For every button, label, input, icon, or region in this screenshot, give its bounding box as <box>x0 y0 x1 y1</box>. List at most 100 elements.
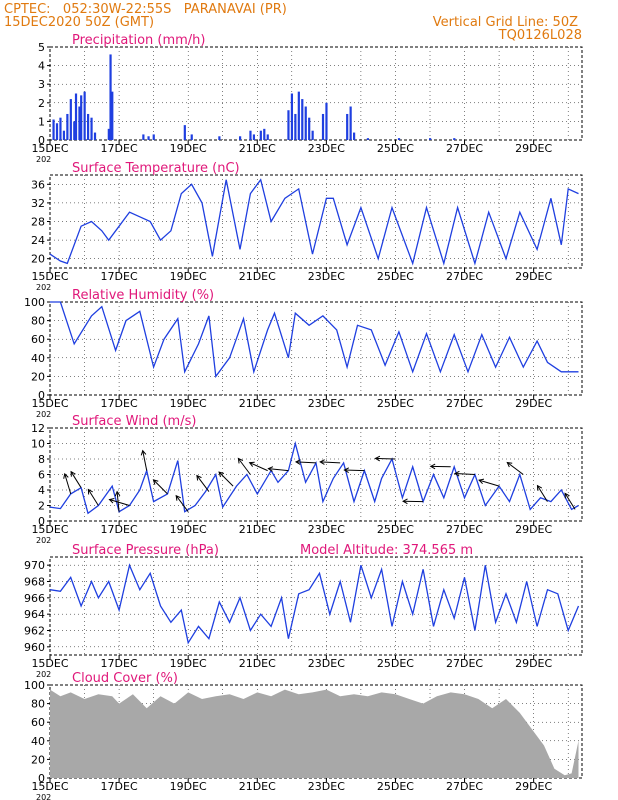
plot-frame <box>49 174 583 269</box>
x-tick-label: 23DEC <box>308 657 345 670</box>
wind-vector-head <box>63 472 69 479</box>
wind-vector-head <box>506 461 513 468</box>
wind-vector-head <box>248 461 255 467</box>
wind-vector-head <box>218 471 225 478</box>
y-tick-label: 962 <box>24 625 45 638</box>
x-tick-label: 23DEC <box>308 142 345 155</box>
x-tick-label: 21DEC <box>239 270 276 283</box>
y-tick-label: 12 <box>31 422 45 435</box>
precip-bar <box>87 113 90 140</box>
precip-bar <box>308 117 311 140</box>
y-tick-label: 3 <box>38 78 45 91</box>
precip-bar <box>311 130 314 140</box>
x-tick-label: 19DEC <box>170 657 207 670</box>
rh-line <box>50 301 579 379</box>
y-tick-label: 20 <box>31 370 45 383</box>
x-tick-label: 15DEC <box>31 780 68 793</box>
wind-vector-head <box>196 474 202 481</box>
wind-vector <box>564 493 576 510</box>
model-altitude: Model Altitude: 374.565 m <box>300 543 473 558</box>
station-title: CPTEC: 052:30W-22:55S PARANAVAI (PR) <box>4 2 287 17</box>
wind-vector-head <box>237 457 244 464</box>
precip-bar <box>69 99 72 140</box>
precip-bar <box>74 93 78 140</box>
y-tick-label: 5 <box>38 41 45 54</box>
wind-vector <box>344 469 365 472</box>
plot-frame <box>49 427 583 522</box>
y-tick-label: 60 <box>31 333 45 346</box>
plot-frame <box>49 556 583 656</box>
precip-bar <box>62 130 66 140</box>
y-tick-label: 80 <box>31 698 45 711</box>
y-tick-label: 100 <box>24 679 45 692</box>
precip-bar <box>294 113 297 140</box>
x-tick-label: 27DEC <box>446 523 483 536</box>
precip-bar <box>111 91 114 140</box>
x-tick-label: 29DEC <box>515 523 552 536</box>
precip-bar <box>66 113 69 140</box>
x-tick-label: 25DEC <box>377 142 414 155</box>
precip-bar <box>252 134 256 140</box>
precip-bar <box>73 121 76 140</box>
x-tick-label: 27DEC <box>446 270 483 283</box>
wind-vector <box>175 495 189 513</box>
x-tick-label: 29DEC <box>515 142 552 155</box>
wind-vector <box>375 457 396 460</box>
y-tick-label: 970 <box>24 559 45 572</box>
x-tick-label: 19DEC <box>170 397 207 410</box>
y-tick-label: 20 <box>31 753 45 766</box>
x-tick-label: 15DEC <box>31 270 68 283</box>
y-tick-label: 8 <box>38 453 45 466</box>
wind-vector <box>218 471 234 487</box>
wind-vector-head <box>402 498 408 505</box>
precip-bar <box>304 106 307 140</box>
panel-title: Surface Pressure (hPa) <box>72 543 219 558</box>
y-tick-label: 28 <box>31 216 45 229</box>
precip-bar <box>183 125 186 140</box>
precip-bar <box>83 91 86 140</box>
precip-bar <box>80 95 83 140</box>
y-tick-label: 964 <box>24 608 45 621</box>
wind-vector-head <box>429 463 436 470</box>
panel-title: Relative Humidity (%) <box>72 288 214 303</box>
wind-vector-head <box>319 459 325 465</box>
x-tick-label: 17DEC <box>101 397 138 410</box>
y-tick-label: 24 <box>31 234 45 247</box>
x-tick-label: 25DEC <box>377 397 414 410</box>
y-tick-label: 966 <box>24 592 45 605</box>
x-tick-label: 27DEC <box>446 780 483 793</box>
y-tick-label: 0 <box>38 772 45 785</box>
wind-vector <box>153 479 168 495</box>
x-tick-label: 21DEC <box>239 397 276 410</box>
y-tick-label: 20 <box>31 253 45 266</box>
precip-bar <box>263 128 266 140</box>
x-tick-label: 23DEC <box>308 397 345 410</box>
wind-vector-head <box>140 449 147 456</box>
y-tick-label: 100 <box>24 296 45 309</box>
x-tick-label: 23DEC <box>308 270 345 283</box>
x-tick-label: 21DEC <box>239 523 276 536</box>
x-year-label: 202 <box>36 670 51 679</box>
precip-bar <box>109 54 112 140</box>
y-tick-label: 0 <box>38 134 45 147</box>
y-tick-label: 2 <box>38 97 45 110</box>
wind-vector-head <box>267 466 274 472</box>
x-tick-label: 19DEC <box>170 780 207 793</box>
wind-vector-head <box>108 497 115 504</box>
precip-bar <box>142 134 145 140</box>
precip-bar <box>249 130 252 140</box>
y-tick-label: 10 <box>31 438 45 451</box>
y-tick-label: 960 <box>24 641 45 654</box>
wind-vector <box>537 485 548 502</box>
precip-bar <box>301 99 304 140</box>
x-tick-label: 25DEC <box>377 523 414 536</box>
x-tick-label: 29DEC <box>515 270 552 283</box>
y-tick-label: 968 <box>24 576 45 589</box>
precip-bar <box>93 132 97 140</box>
y-tick-label: 2 <box>38 500 45 513</box>
precip-bar <box>52 119 55 140</box>
y-tick-label: 32 <box>31 197 45 210</box>
wind-vector <box>249 462 268 472</box>
cloud-panel: 0 20 40 60 80 100 15DEC 17DEC 19DEC 21DEC 23DEC 25D… <box>24 671 583 800</box>
x-year-label: 202 <box>36 283 51 292</box>
